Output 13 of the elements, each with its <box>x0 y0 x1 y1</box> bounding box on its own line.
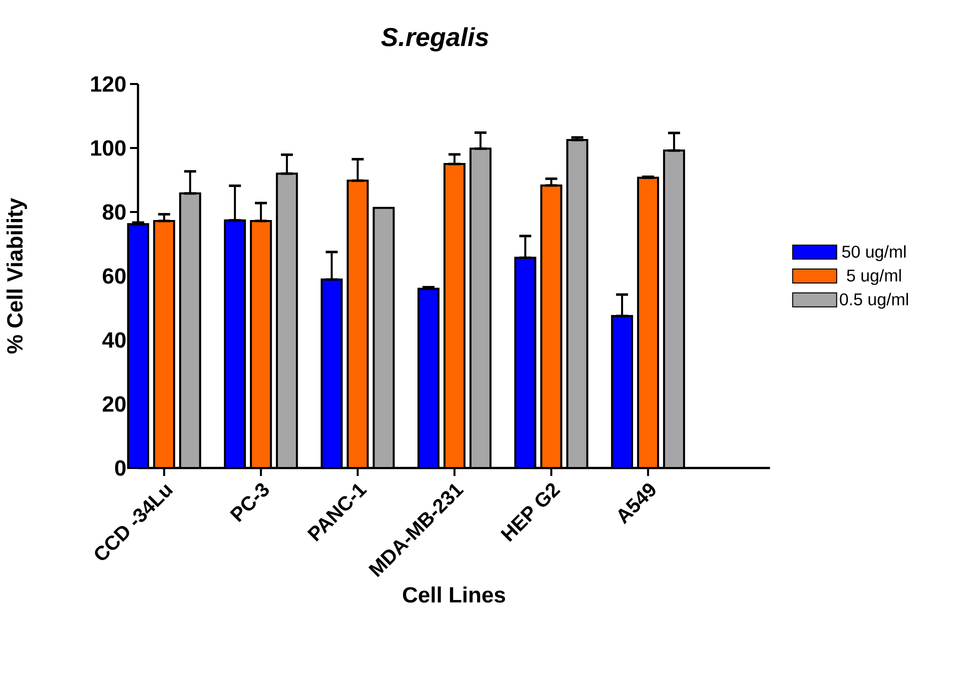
legend-label: 0.5 ug/ml <box>840 292 908 309</box>
y-axis-title: % Cell Viability <box>6 198 28 354</box>
y-tick-label: 20 <box>102 396 126 412</box>
chart-title: S.regalis <box>381 27 488 52</box>
legend-label: 5 ug/ml <box>846 269 901 285</box>
y-tick-label: 0 <box>115 460 126 476</box>
legend-label: 50 ug/ml <box>842 245 906 262</box>
y-tick-label: 120 <box>91 76 126 92</box>
y-tick-label: 60 <box>102 268 126 284</box>
x-axis-title: Cell Lines <box>402 586 506 603</box>
y-tick-label: 80 <box>102 204 126 220</box>
y-tick-label: 100 <box>91 140 126 156</box>
y-tick-label: 40 <box>102 332 126 348</box>
